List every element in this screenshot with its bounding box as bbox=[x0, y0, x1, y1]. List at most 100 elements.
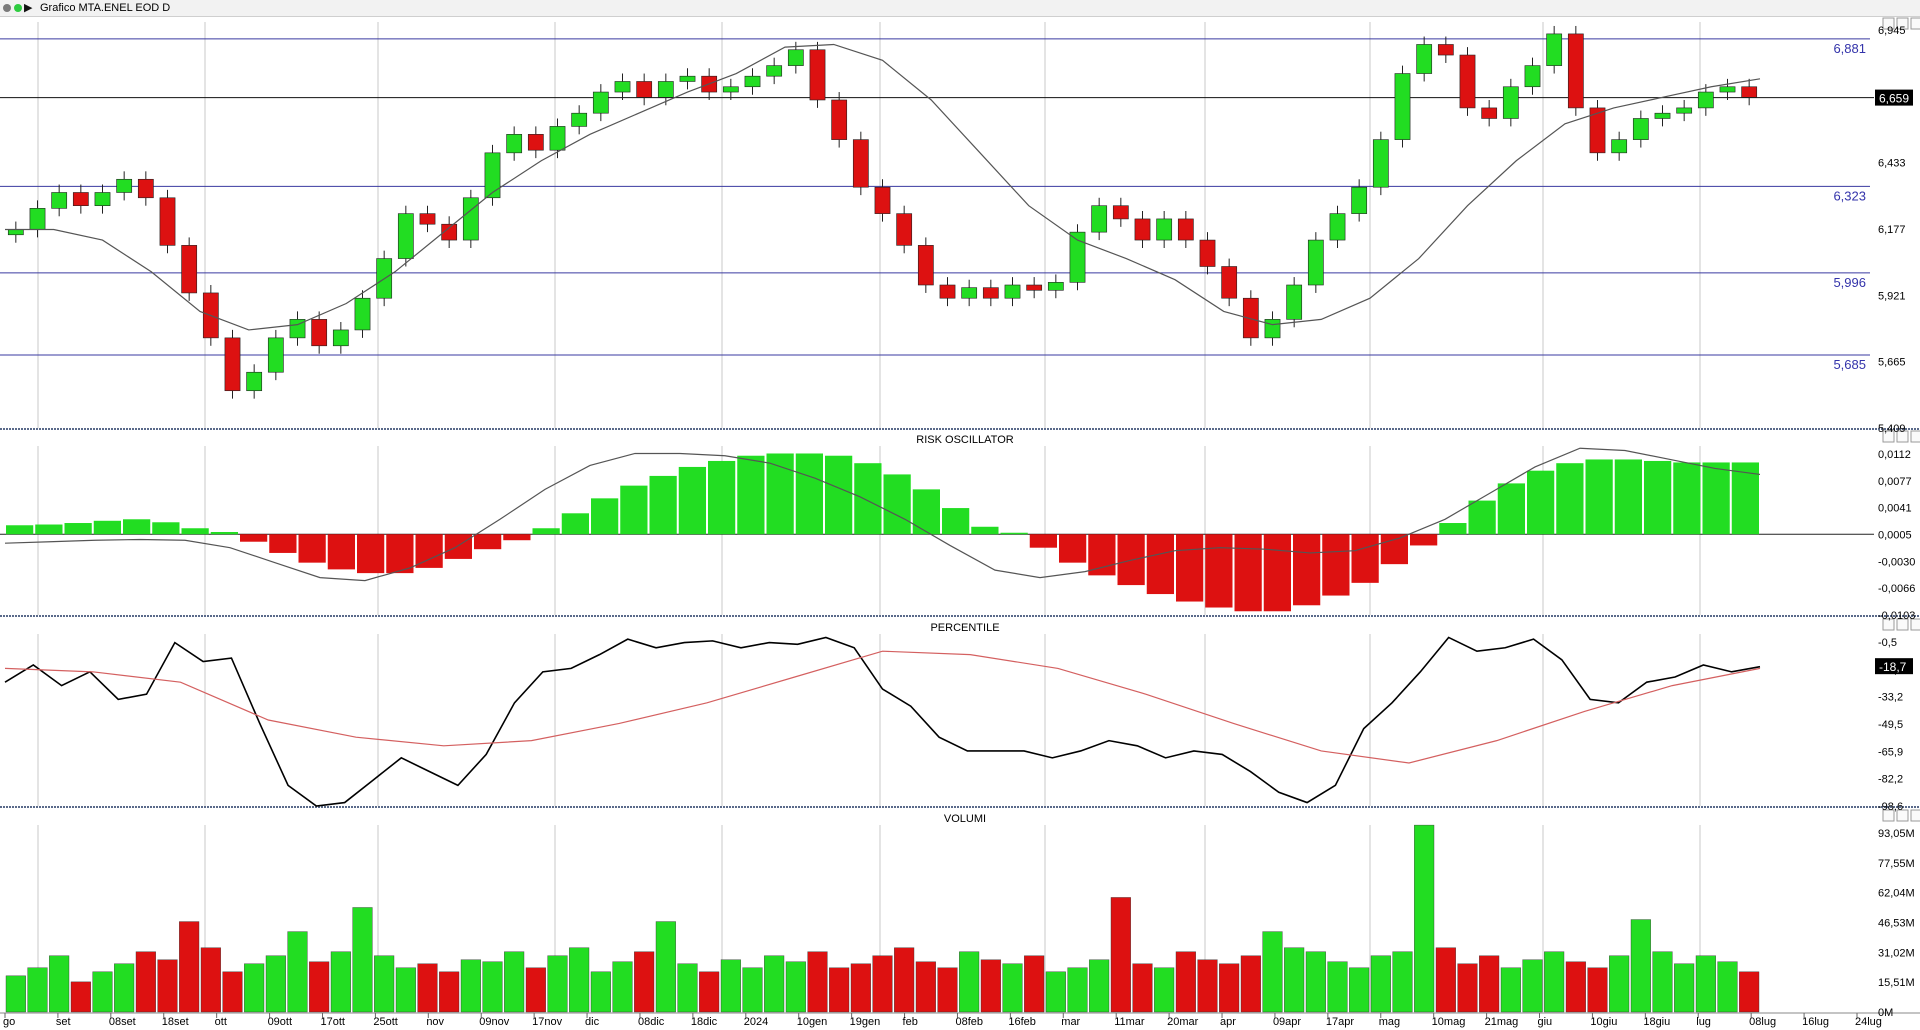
candle bbox=[1481, 107, 1498, 119]
x-tick-label: 09apr bbox=[1273, 1016, 1301, 1028]
candle bbox=[7, 229, 24, 236]
panel-window-button[interactable] bbox=[1910, 17, 1920, 30]
candle bbox=[1567, 33, 1584, 109]
candle bbox=[896, 213, 913, 246]
y-tick-label: 15,51M bbox=[1878, 977, 1915, 989]
menu-icon[interactable] bbox=[3, 4, 11, 12]
x-tick-label: 10giu bbox=[1590, 1016, 1617, 1028]
panel-window-button[interactable] bbox=[1910, 809, 1920, 822]
panel-window-button[interactable] bbox=[1910, 618, 1920, 631]
oscillator-bar bbox=[795, 453, 823, 535]
oscillator-bar bbox=[1468, 500, 1496, 535]
candle bbox=[1004, 284, 1021, 299]
x-tick-label: 11mar bbox=[1114, 1016, 1145, 1028]
candle bbox=[1351, 186, 1368, 214]
oscillator-bar bbox=[386, 534, 414, 574]
y-tick-label: 0,0112 bbox=[1878, 449, 1911, 461]
volume-bar bbox=[352, 907, 373, 1013]
volume-bar bbox=[157, 959, 178, 1013]
x-tick-label: 08feb bbox=[955, 1016, 983, 1028]
volume-bar bbox=[720, 959, 741, 1013]
oscillator-bar bbox=[620, 485, 648, 535]
candle bbox=[72, 192, 89, 207]
y-tick-label: 93,05M bbox=[1878, 828, 1915, 840]
panel-window-button[interactable] bbox=[1896, 618, 1909, 631]
candle bbox=[1134, 218, 1151, 241]
x-tick-label: go bbox=[3, 1016, 15, 1028]
volume-bar bbox=[460, 959, 481, 1013]
panel-window-button[interactable] bbox=[1910, 430, 1920, 443]
panel-window-button[interactable] bbox=[1896, 809, 1909, 822]
volume-bar bbox=[1284, 947, 1305, 1013]
volume-bar bbox=[1565, 961, 1586, 1013]
oscillator-bar bbox=[766, 453, 794, 535]
x-tick-label: 25ott bbox=[373, 1016, 397, 1028]
x-tick-label: 18dic bbox=[691, 1016, 718, 1028]
candle bbox=[1286, 284, 1303, 320]
candle bbox=[1416, 44, 1433, 74]
volume-bar bbox=[1067, 967, 1088, 1013]
candle bbox=[1524, 65, 1541, 88]
x-tick-label: 08lug bbox=[1749, 1016, 1776, 1028]
volume-bar bbox=[1262, 931, 1283, 1013]
candle bbox=[484, 152, 501, 199]
oscillator-bar bbox=[1673, 462, 1701, 535]
volume-bar bbox=[1435, 947, 1456, 1013]
y-tick-label: 77,55M bbox=[1878, 858, 1915, 870]
x-tick-label: 2024 bbox=[744, 1016, 768, 1028]
x-tick-label: nov bbox=[426, 1016, 444, 1028]
oscillator-bar bbox=[1176, 534, 1204, 602]
candle bbox=[1372, 139, 1389, 188]
play-icon[interactable]: ▶ bbox=[24, 2, 33, 14]
volume-bar bbox=[330, 951, 351, 1013]
horizontal-level-label: 6,323 bbox=[1833, 188, 1866, 203]
x-tick-label: mar bbox=[1061, 1016, 1080, 1028]
y-tick-label: 5,665 bbox=[1878, 357, 1906, 369]
oscillator-bar bbox=[1029, 534, 1057, 548]
x-tick-label: 16lug bbox=[1802, 1016, 1829, 1028]
oscillator-bar bbox=[532, 528, 560, 535]
panel-title: VOLUMI bbox=[944, 813, 986, 825]
volume-bar bbox=[634, 951, 655, 1013]
candle bbox=[1329, 213, 1346, 241]
volume-bar bbox=[1457, 963, 1478, 1013]
x-tick-label: 09nov bbox=[479, 1016, 509, 1028]
volume-bar bbox=[135, 951, 156, 1013]
x-tick-label: 09ott bbox=[268, 1016, 292, 1028]
candle bbox=[441, 223, 458, 241]
x-tick-label: mag bbox=[1379, 1016, 1400, 1028]
candle bbox=[1611, 139, 1628, 154]
percentile-average-line bbox=[4, 650, 1761, 764]
oscillator-bar bbox=[854, 463, 882, 535]
volume-bar bbox=[1587, 967, 1608, 1013]
panel-window-button[interactable] bbox=[1896, 17, 1909, 30]
oscillator-bar bbox=[1322, 534, 1350, 596]
volume-bar bbox=[655, 921, 676, 1013]
candle bbox=[116, 178, 133, 193]
y-tick-label: -49,5 bbox=[1878, 719, 1903, 731]
oscillator-bar bbox=[327, 534, 355, 570]
oscillator-bar bbox=[1410, 534, 1438, 546]
volume-bar bbox=[1045, 971, 1066, 1013]
panel-window-button[interactable] bbox=[1882, 430, 1895, 443]
y-tick-label: -82,2 bbox=[1878, 774, 1903, 786]
current-percentile-label: -18,7 bbox=[1879, 660, 1907, 674]
panel-window-button[interactable] bbox=[1882, 17, 1895, 30]
oscillator-bar bbox=[444, 534, 472, 559]
candle bbox=[397, 213, 414, 259]
panel-window-button[interactable] bbox=[1882, 618, 1895, 631]
candle bbox=[982, 287, 999, 299]
volume-bar bbox=[1305, 951, 1326, 1013]
candle bbox=[1502, 86, 1519, 119]
volume-bar bbox=[265, 955, 286, 1013]
candle bbox=[636, 81, 653, 98]
oscillator-bar bbox=[649, 475, 677, 535]
panel-window-button[interactable] bbox=[1882, 809, 1895, 822]
x-tick-label: 18giu bbox=[1643, 1016, 1670, 1028]
panel-window-button[interactable] bbox=[1896, 430, 1909, 443]
volume-bar bbox=[569, 947, 590, 1013]
volume-bar bbox=[850, 963, 871, 1013]
candle bbox=[1091, 205, 1108, 233]
candle bbox=[1719, 86, 1736, 93]
